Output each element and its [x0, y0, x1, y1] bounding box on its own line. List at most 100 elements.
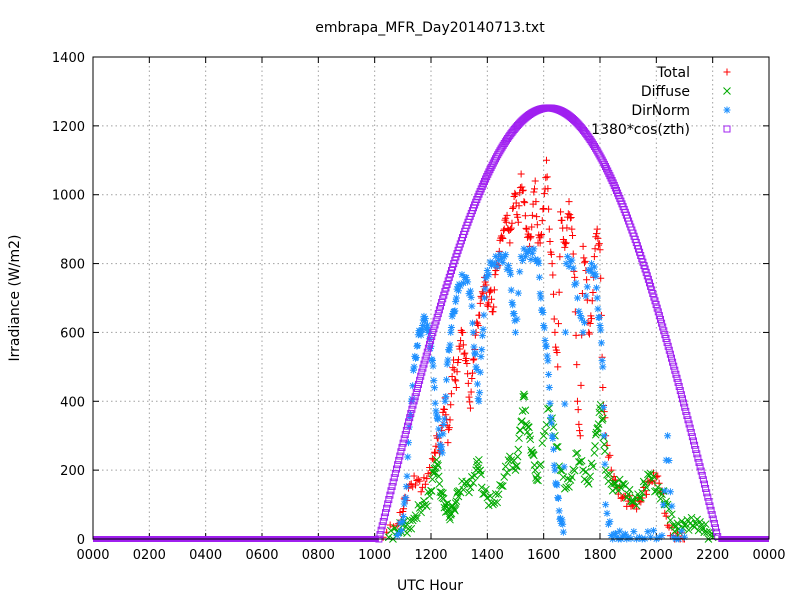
data-point [470, 355, 478, 363]
envelope-point [486, 166, 494, 174]
data-point [451, 499, 460, 507]
envelope-point [377, 526, 385, 534]
data-point [438, 449, 446, 457]
data-point [526, 435, 535, 444]
data-point [395, 530, 403, 538]
data-point [404, 453, 412, 461]
envelope-point [380, 513, 388, 521]
envelope-point [706, 502, 714, 510]
data-point [538, 230, 546, 238]
data-point [536, 460, 545, 469]
legend-label: Total [656, 65, 690, 81]
data-point [533, 213, 541, 221]
data-point [454, 356, 462, 364]
data-point [581, 259, 589, 267]
data-point [480, 311, 488, 319]
data-point [592, 230, 600, 238]
envelope-point [444, 277, 452, 285]
envelope-point [652, 300, 660, 308]
data-point [644, 528, 652, 536]
data-point [519, 187, 527, 195]
data-point [507, 224, 515, 232]
data-point [554, 320, 562, 328]
data-point [533, 221, 541, 229]
data-point [527, 233, 535, 241]
data-point [447, 401, 455, 409]
data-point [401, 496, 409, 504]
data-point [540, 324, 548, 332]
data-point [410, 472, 418, 480]
envelope-point [709, 515, 717, 523]
data-point [415, 327, 423, 335]
data-point [701, 520, 710, 529]
envelope-point [693, 450, 701, 458]
data-point [443, 499, 452, 508]
envelope-point [485, 168, 493, 176]
data-point [574, 406, 582, 414]
data-point [573, 361, 581, 369]
data-point [506, 266, 514, 274]
data-point [507, 286, 515, 294]
x-tick-label: 0800 [302, 548, 335, 563]
data-point [465, 488, 473, 497]
data-point [583, 276, 591, 284]
data-point [463, 360, 471, 368]
data-point [439, 494, 448, 503]
data-point [617, 484, 625, 492]
data-point [530, 188, 538, 196]
data-point [414, 475, 422, 483]
envelope-point [667, 354, 675, 362]
data-point [592, 284, 600, 292]
envelope-point [423, 348, 431, 356]
data-point [560, 238, 568, 246]
envelope-point [670, 362, 678, 370]
envelope-point [714, 533, 722, 541]
data-point [440, 405, 448, 413]
data-point [502, 218, 510, 226]
envelope-point [432, 317, 440, 325]
envelope-point [649, 290, 657, 298]
data-point [575, 458, 583, 466]
data-point [527, 255, 535, 263]
legend-item: Diffuse [641, 84, 731, 100]
data-point [554, 494, 562, 502]
data-point [435, 425, 443, 433]
data-point [452, 294, 460, 302]
data-point [621, 530, 629, 538]
data-point [458, 271, 466, 279]
data-point [603, 509, 611, 517]
data-point [468, 302, 476, 310]
data-point [545, 225, 553, 233]
data-point [665, 456, 673, 464]
envelope-point [436, 302, 444, 310]
envelope-point [407, 409, 415, 417]
data-point [555, 507, 563, 515]
data-point [472, 363, 480, 371]
y-tick-label: 1000 [52, 189, 85, 204]
envelope-point [607, 174, 615, 182]
envelope-point [433, 313, 441, 321]
data-point [482, 281, 490, 289]
envelope-point [671, 366, 679, 374]
data-point [454, 287, 462, 295]
data-point [568, 225, 576, 233]
data-point [541, 427, 549, 436]
data-point [508, 219, 516, 227]
envelope-point [673, 374, 681, 382]
data-point [433, 460, 442, 468]
data-point [434, 415, 442, 423]
data-point [483, 266, 491, 274]
data-point [437, 445, 445, 453]
data-point [581, 319, 589, 327]
envelope-point [689, 437, 697, 445]
data-point [589, 462, 597, 471]
data-point [559, 520, 567, 528]
envelope-point [394, 461, 402, 469]
data-point [556, 515, 564, 523]
envelope-point [644, 275, 652, 283]
data-point [566, 476, 575, 484]
envelope-point [608, 176, 616, 184]
data-point [521, 253, 529, 261]
data-point [525, 423, 533, 432]
envelope-point [682, 407, 690, 415]
